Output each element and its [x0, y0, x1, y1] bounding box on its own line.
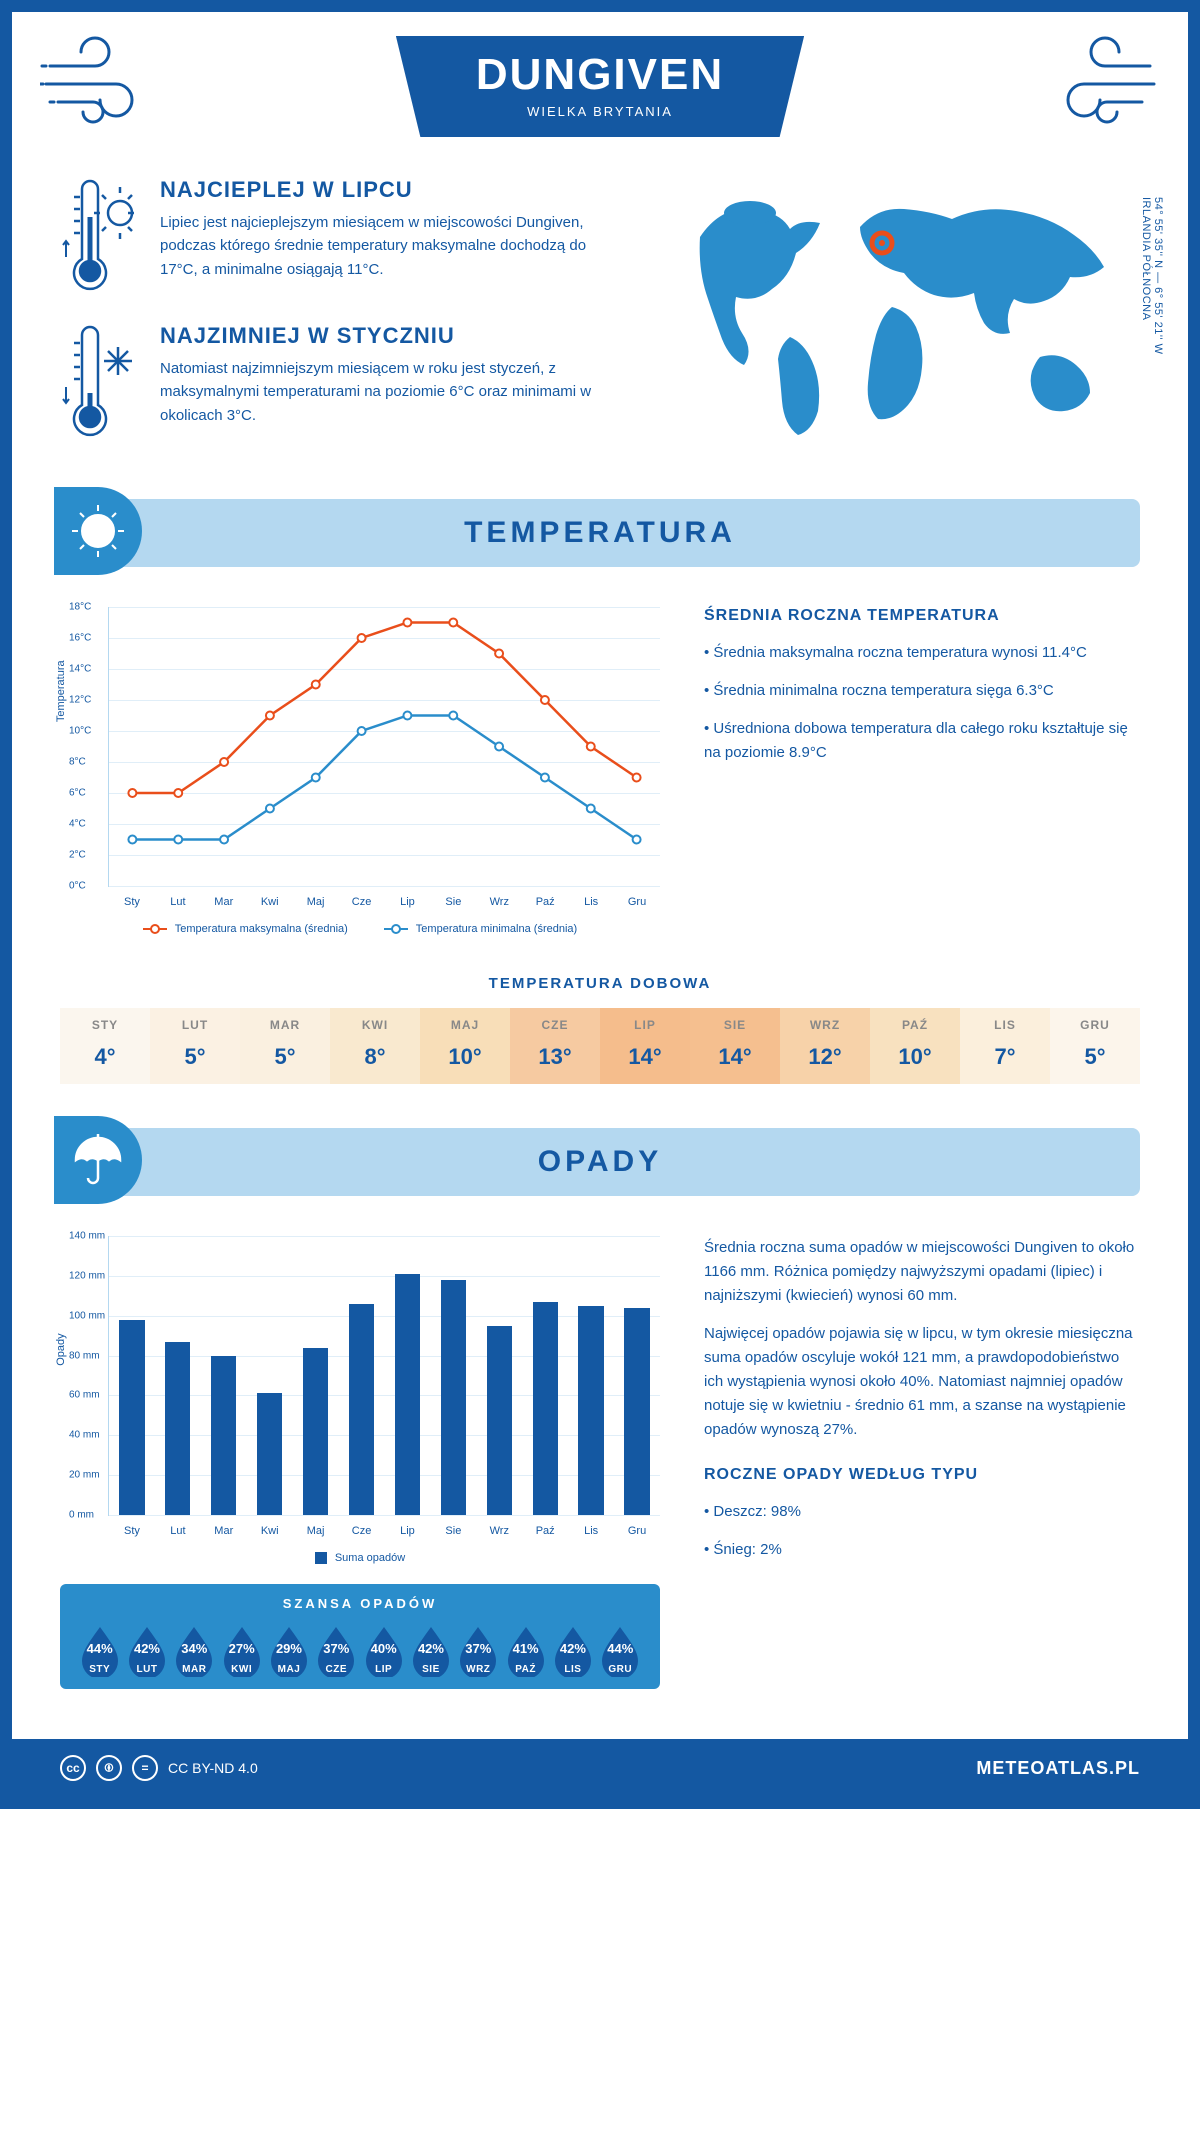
by-icon: 🅯: [96, 1755, 122, 1781]
nd-icon: =: [132, 1755, 158, 1781]
daily-temp-cell: LUT5°: [150, 1008, 240, 1084]
rain-chance-drop: 29%MAJ: [265, 1623, 312, 1675]
cc-icon: cc: [60, 1755, 86, 1781]
city-name: DUNGIVEN: [476, 50, 724, 100]
rain-chance-drop: 42%LUT: [123, 1623, 170, 1675]
summary-facts: NAJCIEPLEJ W LIPCU Lipiec jest najcieple…: [60, 177, 624, 469]
rain-chance-drop: 40%LIP: [360, 1623, 407, 1675]
world-map: 54° 55' 35'' N — 6° 55' 21'' WIRLANDIA P…: [660, 177, 1140, 469]
site-name: METEOATLAS.PL: [976, 1758, 1140, 1779]
precipitation-chance-panel: SZANSA OPADÓW 44%STY42%LUT34%MAR27%KWI29…: [60, 1584, 660, 1689]
summary-row: NAJCIEPLEJ W LIPCU Lipiec jest najcieple…: [12, 167, 1188, 499]
bar: [349, 1304, 374, 1515]
rain-chance-drop: 37%WRZ: [455, 1623, 502, 1675]
precipitation-text: Średnia roczna suma opadów w miejscowośc…: [704, 1236, 1140, 1709]
section-temperature-header: TEMPERATURA: [60, 499, 1140, 567]
precipitation-chart-row: Opady 0 mm20 mm40 mm60 mm80 mm100 mm120 …: [12, 1196, 1188, 1739]
bar: [303, 1348, 328, 1515]
daily-temp-cell: MAR5°: [240, 1008, 330, 1084]
thermometer-hot-icon: [60, 177, 140, 297]
coordinates: 54° 55' 35'' N — 6° 55' 21'' WIRLANDIA P…: [1140, 197, 1164, 354]
wind-icon: [40, 36, 160, 126]
section-title: OPADY: [60, 1145, 1140, 1179]
rain-chance-drop: 42%LIS: [549, 1623, 596, 1675]
daily-temp-title: TEMPERATURA DOBOWA: [12, 975, 1188, 992]
rain-chance-drop: 27%KWI: [218, 1623, 265, 1675]
bar: [578, 1306, 603, 1515]
wind-icon: [1040, 36, 1160, 126]
rain-chance-drop: 44%STY: [76, 1623, 123, 1675]
daily-temp-cell: STY4°: [60, 1008, 150, 1084]
fact-hot-title: NAJCIEPLEJ W LIPCU: [160, 177, 624, 203]
bar: [257, 1393, 282, 1515]
temperature-text: ŚREDNIA ROCZNA TEMPERATURA • Średnia mak…: [704, 607, 1140, 935]
daily-temp-cell: LIS7°: [960, 1008, 1050, 1084]
header: DUNGIVEN WIELKA BRYTANIA: [12, 12, 1188, 167]
bar: [624, 1308, 649, 1515]
bar: [395, 1274, 420, 1515]
license: cc 🅯 = CC BY-ND 4.0: [60, 1755, 258, 1781]
line-chart-legend: Temperatura maksymalna (średnia) Tempera…: [60, 923, 660, 935]
title-banner: DUNGIVEN WIELKA BRYTANIA: [396, 36, 804, 137]
fact-cold-title: NAJZIMNIEJ W STYCZNIU: [160, 323, 624, 349]
temperature-line-chart: Temperatura 0°C2°C4°C6°C8°C10°C12°C14°C1…: [60, 607, 660, 935]
bar: [165, 1342, 190, 1515]
rain-chance-drop: 42%SIE: [407, 1623, 454, 1675]
infographic-container: DUNGIVEN WIELKA BRYTANIA: [0, 0, 1200, 1809]
country-name: WIELKA BRYTANIA: [476, 104, 724, 119]
world-map-svg: [660, 177, 1140, 437]
section-title: TEMPERATURA: [60, 516, 1140, 550]
umbrella-icon: [54, 1116, 142, 1204]
daily-temp-cell: MAJ10°: [420, 1008, 510, 1084]
fact-warmest: NAJCIEPLEJ W LIPCU Lipiec jest najcieple…: [60, 177, 624, 297]
precipitation-bar-chart: Opady 0 mm20 mm40 mm60 mm80 mm100 mm120 …: [60, 1236, 660, 1709]
daily-temp-grid: STY4°LUT5°MAR5°KWI8°MAJ10°CZE13°LIP14°SI…: [60, 1008, 1140, 1084]
daily-temp-cell: KWI8°: [330, 1008, 420, 1084]
daily-temp-cell: GRU5°: [1050, 1008, 1140, 1084]
daily-temp-cell: CZE13°: [510, 1008, 600, 1084]
footer: cc 🅯 = CC BY-ND 4.0 METEOATLAS.PL: [12, 1739, 1188, 1797]
rain-chance-drop: 44%GRU: [597, 1623, 644, 1675]
rain-chance-drop: 37%CZE: [313, 1623, 360, 1675]
section-precipitation-header: OPADY: [60, 1128, 1140, 1196]
fact-coldest: NAJZIMNIEJ W STYCZNIU Natomiast najzimni…: [60, 323, 624, 443]
bar: [487, 1326, 512, 1515]
rain-chance-drop: 41%PAŹ: [502, 1623, 549, 1675]
daily-temp-cell: WRZ12°: [780, 1008, 870, 1084]
rain-chance-drop: 34%MAR: [171, 1623, 218, 1675]
daily-temp-cell: SIE14°: [690, 1008, 780, 1084]
temperature-chart-row: Temperatura 0°C2°C4°C6°C8°C10°C12°C14°C1…: [12, 567, 1188, 965]
bar: [441, 1280, 466, 1515]
fact-hot-body: Lipiec jest najcieplejszym miesiącem w m…: [160, 211, 624, 281]
bar-chart-legend: Suma opadów: [60, 1552, 660, 1564]
bar: [119, 1320, 144, 1515]
bar: [533, 1302, 558, 1515]
bar: [211, 1356, 236, 1515]
daily-temp-cell: PAŹ10°: [870, 1008, 960, 1084]
thermometer-cold-icon: [60, 323, 140, 443]
sun-icon: [54, 487, 142, 575]
daily-temp-cell: LIP14°: [600, 1008, 690, 1084]
fact-cold-body: Natomiast najzimniejszym miesiącem w rok…: [160, 357, 624, 427]
